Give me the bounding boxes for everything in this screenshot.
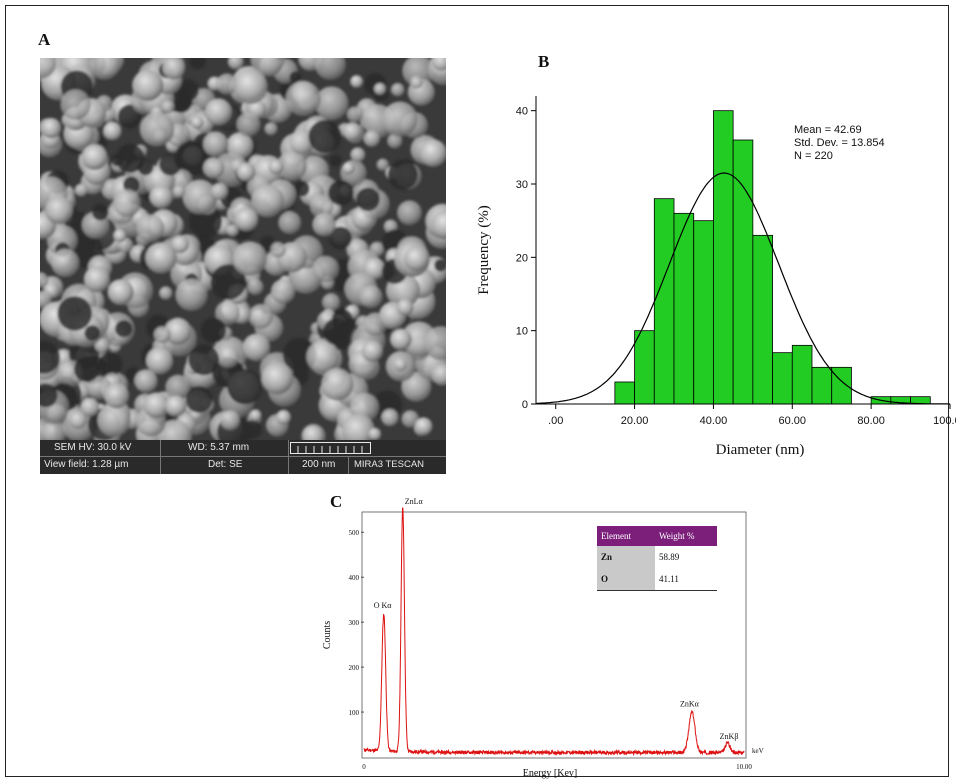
histogram-xtick-label-2: 40.00 <box>700 415 728 427</box>
edx-ytick-label-0: 100 <box>349 709 360 717</box>
edx-xtick-0: 0 <box>362 763 366 771</box>
table-cell-weight: 58.89 <box>659 552 680 562</box>
edx-ytick-label-2: 300 <box>349 619 360 627</box>
table-header-element: Element <box>597 526 655 546</box>
edx-unit-label: keV <box>752 747 764 755</box>
histogram-ytick-label-0: 0 <box>522 399 528 411</box>
edx-ytick-label-3: 400 <box>349 574 360 582</box>
panel-label-a: A <box>38 30 51 49</box>
edx-spectrum-line <box>363 507 745 757</box>
table-cell-element: Zn <box>597 546 655 568</box>
histogram-ytick-label-1: 10 <box>516 326 528 338</box>
sem-brand: MIRA3 TESCAN <box>354 459 425 470</box>
edx-peak-label-3: ZnKβ <box>720 732 739 741</box>
edx-peak-label-2: ZnKα <box>680 700 700 709</box>
edx-plot-frame <box>361 511 747 759</box>
histogram-xtick-label-0: .00 <box>548 415 563 427</box>
edx-ytick-label-4: 500 <box>349 529 360 537</box>
edx-peak-label-0: O Kα <box>374 601 393 610</box>
histogram-ytick-label-4: 40 <box>516 106 528 118</box>
sem-micrograph: SEM HV: 30.0 kV WD: 5.37 mm View field: … <box>40 58 446 474</box>
table-row: O 41.11 <box>597 568 717 591</box>
edx-xtick-10: 10.00 <box>736 763 752 771</box>
table-cell-weight: 41.11 <box>655 568 717 591</box>
edx-peak-label-1: ZnLα <box>405 497 424 506</box>
histogram-xtick-label-5: 100.00 <box>933 415 956 427</box>
histogram-xtick-label-3: 60.00 <box>779 415 807 427</box>
panel-label-c: C <box>330 492 343 511</box>
histogram-xtick-label-1: 20.00 <box>621 415 649 427</box>
edx-y-label: Counts <box>322 621 333 649</box>
sem-view-field: View field: 1.28 µm <box>44 459 129 470</box>
panel-label-b: B <box>538 52 550 71</box>
normal-curve <box>535 172 951 405</box>
histogram-y-label: Frequency (%) <box>476 205 492 295</box>
histogram-ytick-label-2: 20 <box>516 252 528 264</box>
sem-wd: WD: 5.37 mm <box>188 442 250 453</box>
sem-det: Det: SE <box>208 459 243 470</box>
edx-element-table: Element Weight % Zn 58.89 O 41.11 <box>597 526 717 591</box>
edx-ytick-label-1: 200 <box>349 664 360 672</box>
sem-hv: SEM HV: 30.0 kV <box>54 442 132 453</box>
sem-scale-bar <box>290 442 371 454</box>
sem-scale-label: 200 nm <box>302 459 336 470</box>
histogram-x-label: Diameter (nm) <box>716 442 805 458</box>
stat-n: N = 220 <box>794 150 833 162</box>
histogram-xtick-label-4: 80.00 <box>857 415 885 427</box>
sem-image <box>40 58 446 440</box>
table-header-weight: Weight % <box>655 526 717 546</box>
histogram-ytick-label-3: 30 <box>516 179 528 191</box>
stat-mean: Mean = 42.69 <box>794 124 862 136</box>
table-row: Zn 58.89 <box>597 546 717 568</box>
edx-x-label: Energy [Kev] <box>523 768 578 779</box>
sem-info-bar: SEM HV: 30.0 kV WD: 5.37 mm View field: … <box>40 440 446 474</box>
table-cell-element: O <box>597 568 655 591</box>
stat-sd: Std. Dev. = 13.854 <box>794 137 885 149</box>
